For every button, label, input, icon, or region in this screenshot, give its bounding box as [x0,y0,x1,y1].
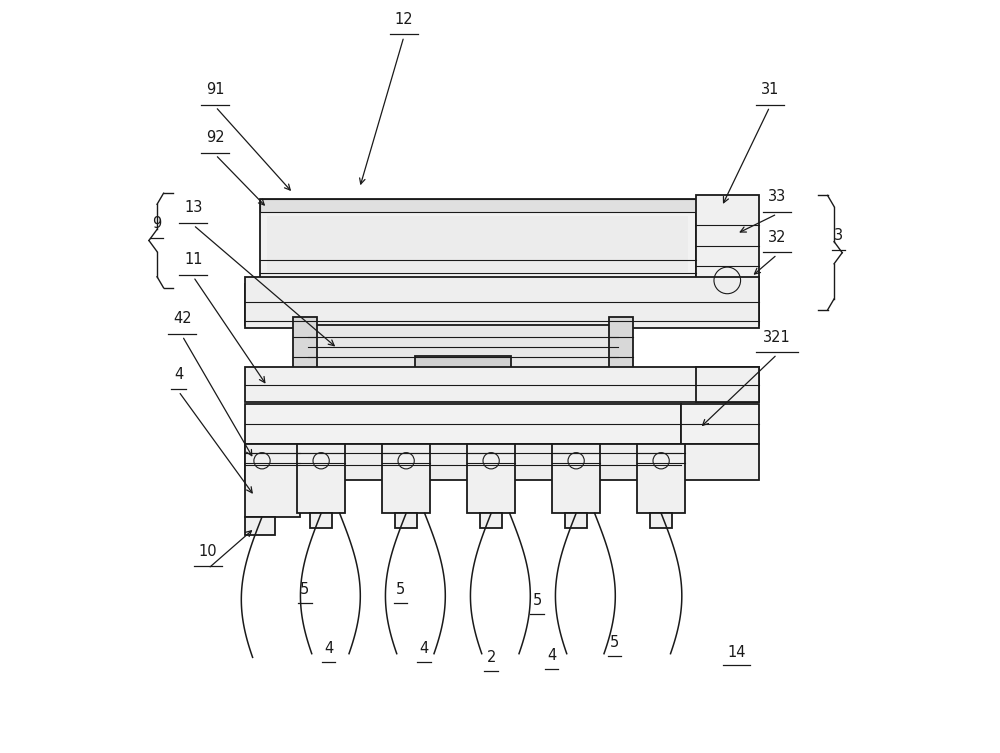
Text: 2: 2 [486,651,496,666]
Text: 31: 31 [761,82,779,97]
Bar [310,514,332,528]
Bar [260,199,696,212]
Text: 92: 92 [206,130,225,145]
Bar [552,444,600,514]
Text: 5: 5 [610,635,619,650]
Bar [681,404,759,444]
Bar [681,444,759,480]
Bar [245,284,759,325]
Text: 4: 4 [419,641,428,656]
Bar [609,317,633,376]
Bar [480,514,502,528]
Bar [696,284,759,325]
Bar [245,404,681,444]
Bar [650,514,672,528]
Bar [260,199,696,288]
Text: 14: 14 [727,645,746,660]
Bar [696,196,759,310]
Text: 5: 5 [300,582,309,597]
Bar [267,216,688,272]
Bar [565,514,587,528]
Bar [245,444,300,517]
Text: 11: 11 [184,252,203,267]
Bar [245,276,759,328]
Text: 91: 91 [206,82,225,97]
Bar [308,325,618,369]
Text: 42: 42 [173,311,191,326]
Text: 10: 10 [199,544,217,559]
Text: 32: 32 [768,230,786,245]
Text: 4: 4 [174,367,183,382]
Bar [696,367,759,402]
Text: 4: 4 [324,641,333,656]
Bar [637,444,685,514]
Bar [395,514,417,528]
Text: 12: 12 [395,12,413,27]
Bar [467,444,515,514]
Text: 4: 4 [547,648,556,663]
Bar [245,517,275,535]
Bar [293,317,317,376]
Bar [297,444,345,514]
Text: 5: 5 [396,582,405,597]
Bar [245,367,759,402]
Text: 3: 3 [834,228,843,243]
Text: 33: 33 [768,189,786,204]
Text: 5: 5 [532,593,542,608]
Bar [245,444,681,480]
Text: 9: 9 [152,216,161,231]
Text: 321: 321 [763,330,791,345]
Bar [415,356,511,378]
Bar [382,444,430,514]
Text: 13: 13 [184,200,202,215]
